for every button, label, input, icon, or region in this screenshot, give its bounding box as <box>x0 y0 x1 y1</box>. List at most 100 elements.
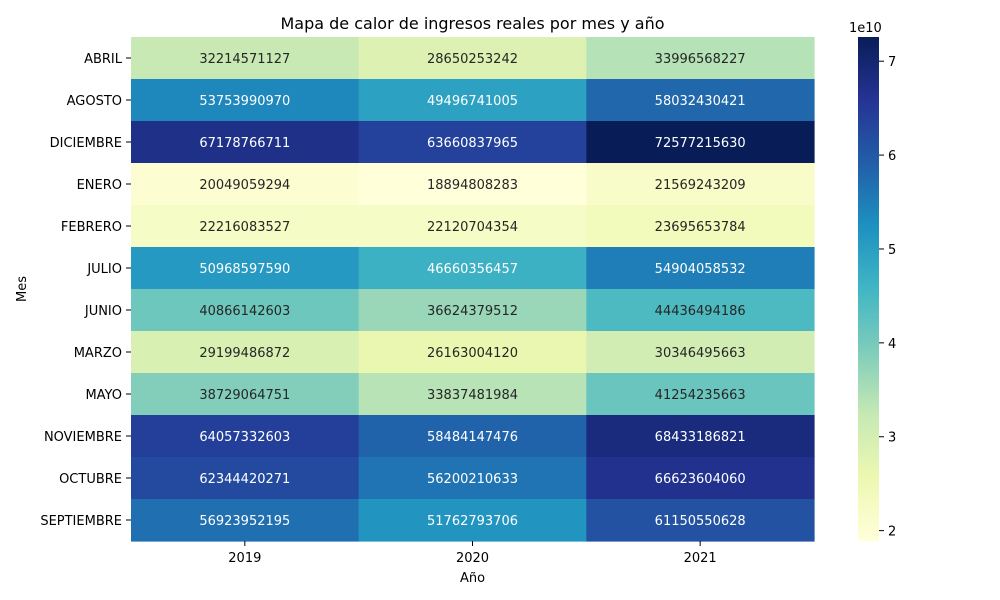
y-tick-label: ABRIL <box>84 52 123 67</box>
cell-value-label: 21569243209 <box>655 178 746 193</box>
colorbar-tick-label: 6 <box>888 149 896 164</box>
colorbar-tick-label: 2 <box>888 525 896 540</box>
cell-value-label: 56923952195 <box>199 514 290 529</box>
cell-value-label: 56200210633 <box>427 472 518 487</box>
heatmap-cell <box>131 289 360 332</box>
heatmap-cell <box>131 247 360 290</box>
y-tick-label: ENERO <box>77 178 122 193</box>
heatmap-cell <box>358 457 587 500</box>
cell-value-label: 58032430421 <box>655 94 746 109</box>
y-tick-label: NOVIEMBRE <box>44 430 122 445</box>
cell-value-label: 32214571127 <box>199 52 290 67</box>
cell-value-label: 72577215630 <box>655 136 746 151</box>
cell-value-label: 67178766711 <box>199 136 290 151</box>
x-tick-label: 2021 <box>684 551 717 566</box>
cell-value-label: 41254235663 <box>655 388 746 403</box>
heatmap-cell <box>131 373 360 416</box>
heatmap-cell <box>131 163 360 206</box>
cell-value-label: 23695653784 <box>655 220 746 235</box>
y-tick-label: DICIEMBRE <box>50 136 122 151</box>
y-tick-labels: ABRIL AGOSTO DICIEMBRE ENERO FEBRERO JULIO JUN… <box>40 52 131 529</box>
heatmap-cell <box>131 205 360 248</box>
heatmap-cell <box>586 163 815 206</box>
heatmap-cell <box>358 163 587 206</box>
heatmap-cell <box>586 247 815 290</box>
heatmap-cell <box>131 37 360 80</box>
cell-value-label: 20049059294 <box>199 178 290 193</box>
heatmap-cell <box>358 37 587 80</box>
heatmap-cell <box>358 415 587 458</box>
heatmap-cell <box>586 499 815 542</box>
cell-value-label: 53753990970 <box>199 94 290 109</box>
heatmap-cell <box>358 79 587 122</box>
colorbar-scale-label: 1e10 <box>849 21 882 36</box>
cell-value-label: 18894808283 <box>427 178 518 193</box>
x-tick-label: 2019 <box>228 551 261 566</box>
heatmap-cell <box>358 121 587 164</box>
cell-value-label: 62344420271 <box>199 472 290 487</box>
cell-value-label: 51762793706 <box>427 514 518 529</box>
heatmap-cell <box>358 205 587 248</box>
heatmap-cell <box>358 331 587 374</box>
y-tick-label: MAYO <box>85 388 122 403</box>
y-tick-label: MARZO <box>74 346 122 361</box>
cell-value-label: 44436494186 <box>655 304 746 319</box>
cell-value-label: 26163004120 <box>427 346 518 361</box>
cell-value-label: 40866142603 <box>199 304 290 319</box>
y-tick-label: SEPTIEMBRE <box>40 514 122 529</box>
y-tick-label: OCTUBRE <box>59 472 122 487</box>
y-tick-label: FEBRERO <box>61 220 122 235</box>
heatmap-cell <box>358 247 587 290</box>
x-axis-label: Año <box>460 571 485 586</box>
cell-value-label: 30346495663 <box>655 346 746 361</box>
cell-value-label: 49496741005 <box>427 94 518 109</box>
colorbar-ticks: 2 3 4 5 6 7 <box>879 55 896 540</box>
heatmap-cell <box>131 499 360 542</box>
y-axis-label: Mes <box>15 276 30 302</box>
heatmap-cell <box>586 373 815 416</box>
cell-value-label: 33837481984 <box>427 388 518 403</box>
heatmap-cell <box>586 121 815 164</box>
heatmap-cell <box>358 289 587 332</box>
cell-value-label: 38729064751 <box>199 388 290 403</box>
heatmap-cell <box>586 331 815 374</box>
cell-value-label: 36624379512 <box>427 304 518 319</box>
heatmap-cell <box>586 457 815 500</box>
colorbar <box>858 37 879 541</box>
heatmap-cell <box>131 79 360 122</box>
heatmap-cell <box>131 331 360 374</box>
x-tick-label: 2020 <box>456 551 489 566</box>
heatmap-cell <box>586 205 815 248</box>
cell-value-label: 33996568227 <box>655 52 746 67</box>
cell-value-label: 22216083527 <box>199 220 290 235</box>
heatmap-cell <box>131 121 360 164</box>
cell-value-label: 29199486872 <box>199 346 290 361</box>
cell-value-label: 66623604060 <box>655 472 746 487</box>
x-tick-labels: 2019 2020 2021 <box>228 541 717 566</box>
cell-value-label: 68433186821 <box>655 430 746 445</box>
cell-value-label: 64057332603 <box>199 430 290 445</box>
cell-value-label: 58484147476 <box>427 430 518 445</box>
cell-value-label: 22120704354 <box>427 220 518 235</box>
cell-value-label: 28650253242 <box>427 52 518 67</box>
heatmap-cell <box>586 289 815 332</box>
cell-value-label: 46660356457 <box>427 262 518 277</box>
heatmap-cell <box>586 37 815 80</box>
heatmap-cells: 32214571127 28650253242 33996568227 5375399… <box>131 37 815 542</box>
y-tick-label: JUNIO <box>84 304 122 319</box>
cell-value-label: 54904058532 <box>655 262 746 277</box>
heatmap-cell <box>131 457 360 500</box>
cell-value-label: 63660837965 <box>427 136 518 151</box>
chart-title: Mapa de calor de ingresos reales por mes… <box>280 14 664 33</box>
cell-value-label: 61150550628 <box>655 514 746 529</box>
colorbar-tick-label: 3 <box>888 431 896 446</box>
cell-value-label: 50968597590 <box>199 262 290 277</box>
y-tick-label: AGOSTO <box>67 94 122 109</box>
y-tick-label: JULIO <box>86 262 122 277</box>
heatmap-cell <box>586 79 815 122</box>
heatmap-cell <box>131 415 360 458</box>
heatmap-cell <box>358 373 587 416</box>
heatmap-cell <box>586 415 815 458</box>
colorbar-tick-label: 5 <box>888 243 896 258</box>
